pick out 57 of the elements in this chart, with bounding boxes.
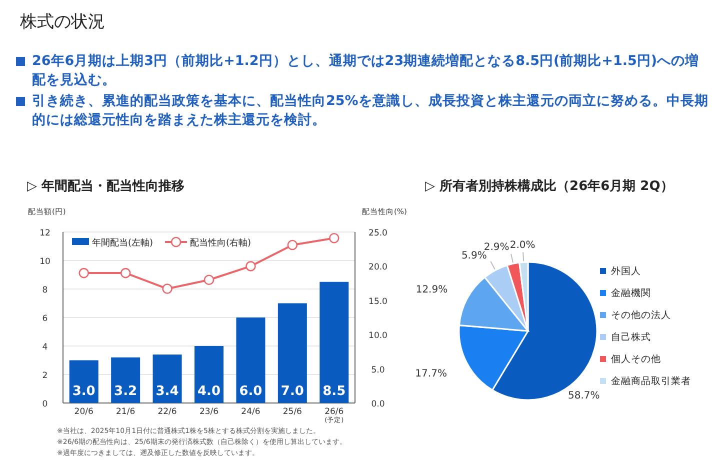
legend-label: 金融商品取引業者: [611, 375, 691, 387]
point: [328, 233, 340, 244]
x-tick-label: 22/6: [158, 407, 177, 417]
data-label: 12.9%: [416, 284, 448, 296]
data-label: 3.2: [114, 384, 138, 399]
data-label: 58.7%: [568, 390, 600, 402]
y2-tick-label: 15.0: [368, 296, 388, 307]
x-tick-label: 21/6: [116, 407, 136, 417]
legend-label: 個人その他: [611, 353, 661, 365]
text: 26年6月期は上期3円（前期比+1.2円）とし、通期では23期連続増配となる8.5円(前期比+1.5円)への増配を見込む。: [32, 52, 700, 90]
point: [120, 268, 131, 278]
bar: [194, 346, 224, 403]
bar: [236, 318, 266, 403]
y-tick-label: 2: [42, 371, 48, 381]
point: [287, 240, 298, 250]
bar: [69, 360, 98, 403]
chart-title: ▷ 所有者別持株構成比（26年6月期 2Q）: [425, 178, 674, 194]
data-label: 3.0: [72, 384, 96, 399]
data-label: 4.0: [197, 384, 221, 399]
bar: [111, 357, 140, 403]
text: 引き続き、累進的配当政策を基本に、配当性向25%を意識し、成長投資と株主還元の両立に努める。中長期的には総還元性向を踏まえた株主還元を検討。: [32, 92, 710, 130]
data-label: 17.7%: [415, 368, 447, 380]
y-tick-label: 6: [42, 314, 48, 324]
bar: [278, 303, 307, 403]
point: [78, 268, 90, 278]
y-tick-label: 12: [40, 228, 50, 238]
point: [204, 274, 214, 286]
chart-title: ▷ 年間配当・配当性向推移: [27, 179, 185, 194]
legend-label: 自己株式: [611, 331, 651, 343]
legend-label: その他の法人: [611, 309, 671, 321]
y-tick-label: 4: [42, 342, 48, 352]
y2-tick-label: 0.0: [371, 400, 385, 410]
y2-tick-label: 25.0: [368, 228, 388, 238]
y2-tick-label: 5.0: [371, 365, 385, 376]
data-label: 6.0: [239, 384, 262, 399]
x-tick-label: 25/6: [282, 407, 302, 417]
point: [246, 261, 256, 272]
legend-label: 外国人: [611, 266, 641, 277]
y-tick-label: 10: [40, 257, 50, 267]
x-tick-label: 23/6: [199, 407, 219, 417]
y2-tick-label: 10.0: [368, 331, 388, 342]
data-label: 8.5: [322, 384, 346, 399]
text: 株式の状況: [20, 11, 105, 33]
x-tick-label: 24/6: [241, 407, 260, 417]
legend-label: 年間配当(左軸): [92, 238, 154, 248]
x-tick-label: 20/6: [74, 407, 94, 417]
data-label: 3.4: [156, 384, 179, 399]
data-label: 2.0%: [510, 240, 536, 252]
y2-tick-label: 20.0: [368, 262, 388, 273]
y-tick-label: 0: [42, 400, 48, 410]
point: [162, 284, 172, 294]
bar: [320, 282, 349, 403]
y-tick-label: 8: [42, 286, 48, 296]
bar: [152, 354, 182, 403]
legend-label: 金融機関: [611, 287, 651, 299]
legend-label: 配当性向(右軸): [190, 238, 252, 248]
data-label: 7.0: [280, 384, 304, 399]
